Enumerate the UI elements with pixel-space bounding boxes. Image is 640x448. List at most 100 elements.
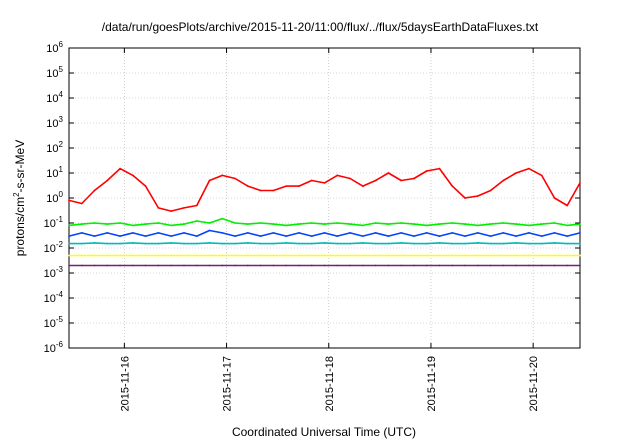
data-point: [221, 174, 224, 177]
data-point: [132, 242, 134, 244]
grid-lines: [69, 47, 580, 349]
data-point: [195, 254, 198, 257]
x-tick-label: 2015-11-16: [119, 356, 131, 411]
data-point: [285, 264, 288, 267]
data-point: [272, 232, 275, 234]
x-tick-label: 2015-11-20: [528, 356, 540, 411]
data-point: [195, 242, 198, 245]
data-point: [400, 264, 403, 267]
data-point: [540, 242, 543, 245]
data-point: [246, 185, 249, 188]
data-point: [451, 232, 454, 234]
data-point: [119, 242, 121, 245]
data-point: [259, 254, 262, 257]
data-point: [528, 167, 530, 170]
data-point: [438, 235, 441, 238]
data-point: [208, 264, 211, 267]
data-point: [221, 264, 224, 267]
data-point: [349, 254, 351, 257]
data-point: [515, 223, 517, 226]
data-point: [246, 242, 249, 244]
data-point: [93, 189, 96, 192]
data-point: [170, 224, 173, 227]
x-tick-labels: 2015-11-16 2015-11-17 2015-11-18 2015-11-19…: [119, 356, 540, 411]
data-point: [413, 235, 415, 238]
data-point: [80, 242, 83, 245]
x-tick-label: 2015-11-17: [222, 356, 234, 411]
data-point: [361, 185, 364, 188]
data-point: [566, 264, 569, 267]
data-point: [132, 224, 134, 227]
data-point: [80, 202, 83, 205]
data-point: [528, 242, 530, 245]
data-point: [476, 195, 479, 197]
data-point: [246, 254, 249, 257]
data-point: [413, 242, 415, 245]
data-point: [361, 235, 364, 238]
data-point: [374, 222, 377, 224]
data-point: [68, 264, 70, 267]
data-point: [336, 264, 339, 267]
data-point: [425, 264, 428, 267]
data-point: [438, 242, 441, 244]
data-point: [195, 220, 198, 222]
data-point: [540, 174, 543, 177]
data-point: [349, 232, 351, 234]
data-point: [246, 223, 249, 226]
data-point: [553, 197, 556, 199]
data-point: [246, 232, 249, 234]
data-point: [80, 232, 83, 234]
data-point: [234, 235, 237, 238]
x-axis-label: Coordinated Universal Time (UTC): [232, 425, 416, 439]
y-tick-labels: 10-6 10-5 10-4 10-3 10-2 10-1 100 101 102 103 104 1…: [44, 40, 64, 355]
data-point: [336, 222, 339, 224]
data-point: [106, 264, 109, 267]
y-tick-label: 10-1: [44, 215, 64, 230]
data-point: [93, 264, 96, 267]
data-point: [361, 242, 364, 244]
data-point: [208, 179, 211, 182]
data-point: [310, 222, 313, 224]
data-point: [425, 232, 428, 234]
data-point: [438, 223, 441, 226]
data-point: [68, 199, 70, 202]
data-point: [132, 174, 134, 177]
data-point: [68, 224, 70, 227]
data-point: [259, 222, 262, 224]
data-point: [579, 232, 581, 234]
data-point: [298, 254, 300, 257]
data-point: [387, 264, 390, 267]
data-point: [106, 179, 109, 182]
data-point: [566, 242, 569, 245]
data-point: [272, 189, 275, 192]
data-point: [489, 235, 492, 238]
data-point: [183, 223, 185, 226]
data-point: [515, 264, 517, 267]
data-point: [221, 254, 224, 257]
data-point: [361, 254, 364, 257]
data-point: [566, 204, 569, 207]
data-point: [464, 242, 466, 245]
data-point: [119, 264, 121, 267]
data-point: [489, 242, 492, 245]
data-point: [425, 170, 428, 172]
data-point: [553, 264, 556, 267]
data-point: [361, 224, 364, 227]
data-point: [234, 242, 237, 245]
data-point: [195, 264, 198, 267]
data-point: [515, 254, 517, 257]
data-point: [438, 264, 441, 267]
data-point: [323, 223, 326, 226]
data-point: [285, 235, 288, 238]
data-point: [400, 179, 403, 182]
data-point: [464, 254, 466, 257]
y-tick-label: 10-3: [44, 265, 64, 280]
data-point: [119, 254, 121, 257]
data-point: [476, 242, 479, 244]
data-point: [310, 179, 313, 182]
data-point: [400, 232, 403, 234]
data-point: [208, 229, 211, 232]
data-point: [157, 232, 160, 234]
y-tick-label: 10-6: [44, 340, 64, 355]
